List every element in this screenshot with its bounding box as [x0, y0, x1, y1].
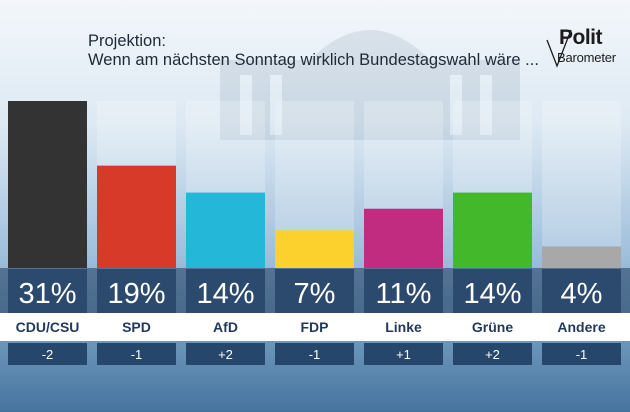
value-cell	[453, 269, 532, 313]
change-cell	[542, 343, 621, 365]
category-label: SPD	[122, 319, 151, 335]
data-label: 19%	[107, 278, 165, 310]
data-label: 31%	[18, 278, 76, 310]
category-label: CDU/CSU	[16, 319, 80, 335]
data-label: 14%	[463, 278, 521, 310]
category-label: Linke	[385, 319, 422, 335]
change-label: -1	[131, 347, 143, 362]
change-label: -2	[42, 347, 54, 362]
value-cell	[275, 269, 354, 313]
politbarometer-logo: Polit Barometer	[545, 26, 630, 70]
change-label: -1	[576, 347, 588, 362]
change-cell	[8, 343, 87, 365]
value-cell	[186, 269, 265, 313]
value-cell	[8, 269, 87, 313]
change-label: -1	[309, 347, 321, 362]
category-label: FDP	[301, 319, 329, 335]
chart-header: Projektion: Wenn am nächsten Sonntag wir…	[88, 32, 539, 70]
change-cell	[453, 343, 532, 365]
data-label: 14%	[196, 278, 254, 310]
bar	[542, 246, 621, 268]
change-cell	[186, 343, 265, 365]
logo-text-top: Polit	[559, 26, 603, 49]
value-cell	[364, 269, 443, 313]
bar	[8, 101, 87, 268]
category-label: Grüne	[472, 319, 513, 335]
data-label: 4%	[561, 278, 603, 310]
value-cell	[542, 269, 621, 313]
logo-text-bottom: Barometer	[557, 50, 616, 65]
header-question: Wenn am nächsten Sonntag wirklich Bundes…	[88, 51, 539, 69]
category-label: AfD	[213, 319, 238, 335]
change-label: +2	[485, 347, 500, 362]
header-title: Projektion:	[88, 32, 166, 50]
label-band	[0, 313, 630, 341]
change-cell	[364, 343, 443, 365]
change-label: +1	[396, 347, 411, 362]
bar	[275, 230, 354, 268]
change-label: +2	[218, 347, 233, 362]
value-cell	[97, 269, 176, 313]
change-cell	[97, 343, 176, 365]
bar	[97, 165, 176, 268]
bar-column-background	[542, 101, 621, 268]
category-label: Andere	[557, 319, 605, 335]
bar	[186, 192, 265, 268]
change-cell	[275, 343, 354, 365]
data-label: 11%	[376, 278, 432, 310]
bar	[364, 208, 443, 268]
bar	[453, 192, 532, 268]
logo-checkmark-icon	[546, 29, 572, 68]
data-label: 7%	[294, 278, 336, 310]
